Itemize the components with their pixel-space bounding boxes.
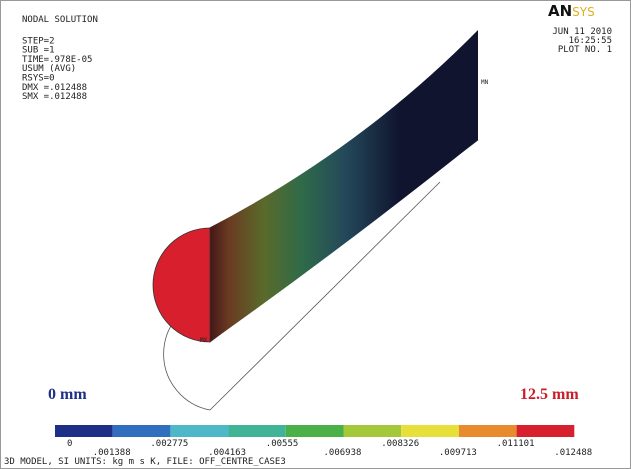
- ansys-window: NODAL SOLUTIONSTEP=2SUB =1TIME=.978E-05U…: [0, 0, 631, 469]
- legend-label: .002775: [150, 439, 188, 449]
- legend-swatch: [228, 425, 286, 437]
- max-marker: MX: [200, 337, 208, 344]
- annotation-left: 0 mm: [48, 386, 87, 403]
- legend-swatch: [286, 425, 344, 437]
- legend-label: .009713: [439, 448, 477, 458]
- header-line: SMX =.012488: [22, 92, 87, 102]
- legend-label: .012488: [554, 448, 592, 458]
- legend-swatch: [113, 425, 171, 437]
- header-line: NODAL SOLUTION: [22, 15, 98, 25]
- legend-label: .008326: [381, 439, 419, 449]
- min-marker: MN: [481, 79, 489, 86]
- plot-number: PLOT NO. 1: [558, 45, 612, 55]
- legend-swatch: [401, 425, 459, 437]
- legend-swatch: [459, 425, 517, 437]
- legend-swatch: [344, 425, 402, 437]
- logo: ANSYS: [548, 2, 595, 20]
- legend-label: .00555: [266, 439, 299, 449]
- footer: 3D MODEL, SI UNITS: kg m s K, FILE: OFF_…: [4, 457, 286, 467]
- legend-label: .006938: [324, 448, 362, 458]
- legend-swatch: [517, 425, 575, 437]
- legend-swatch: [170, 425, 228, 437]
- legend-label: 0: [67, 439, 72, 449]
- legend-label: .011101: [497, 439, 535, 449]
- annotation-right: 12.5 mm: [520, 386, 579, 403]
- legend-swatch: [55, 425, 113, 437]
